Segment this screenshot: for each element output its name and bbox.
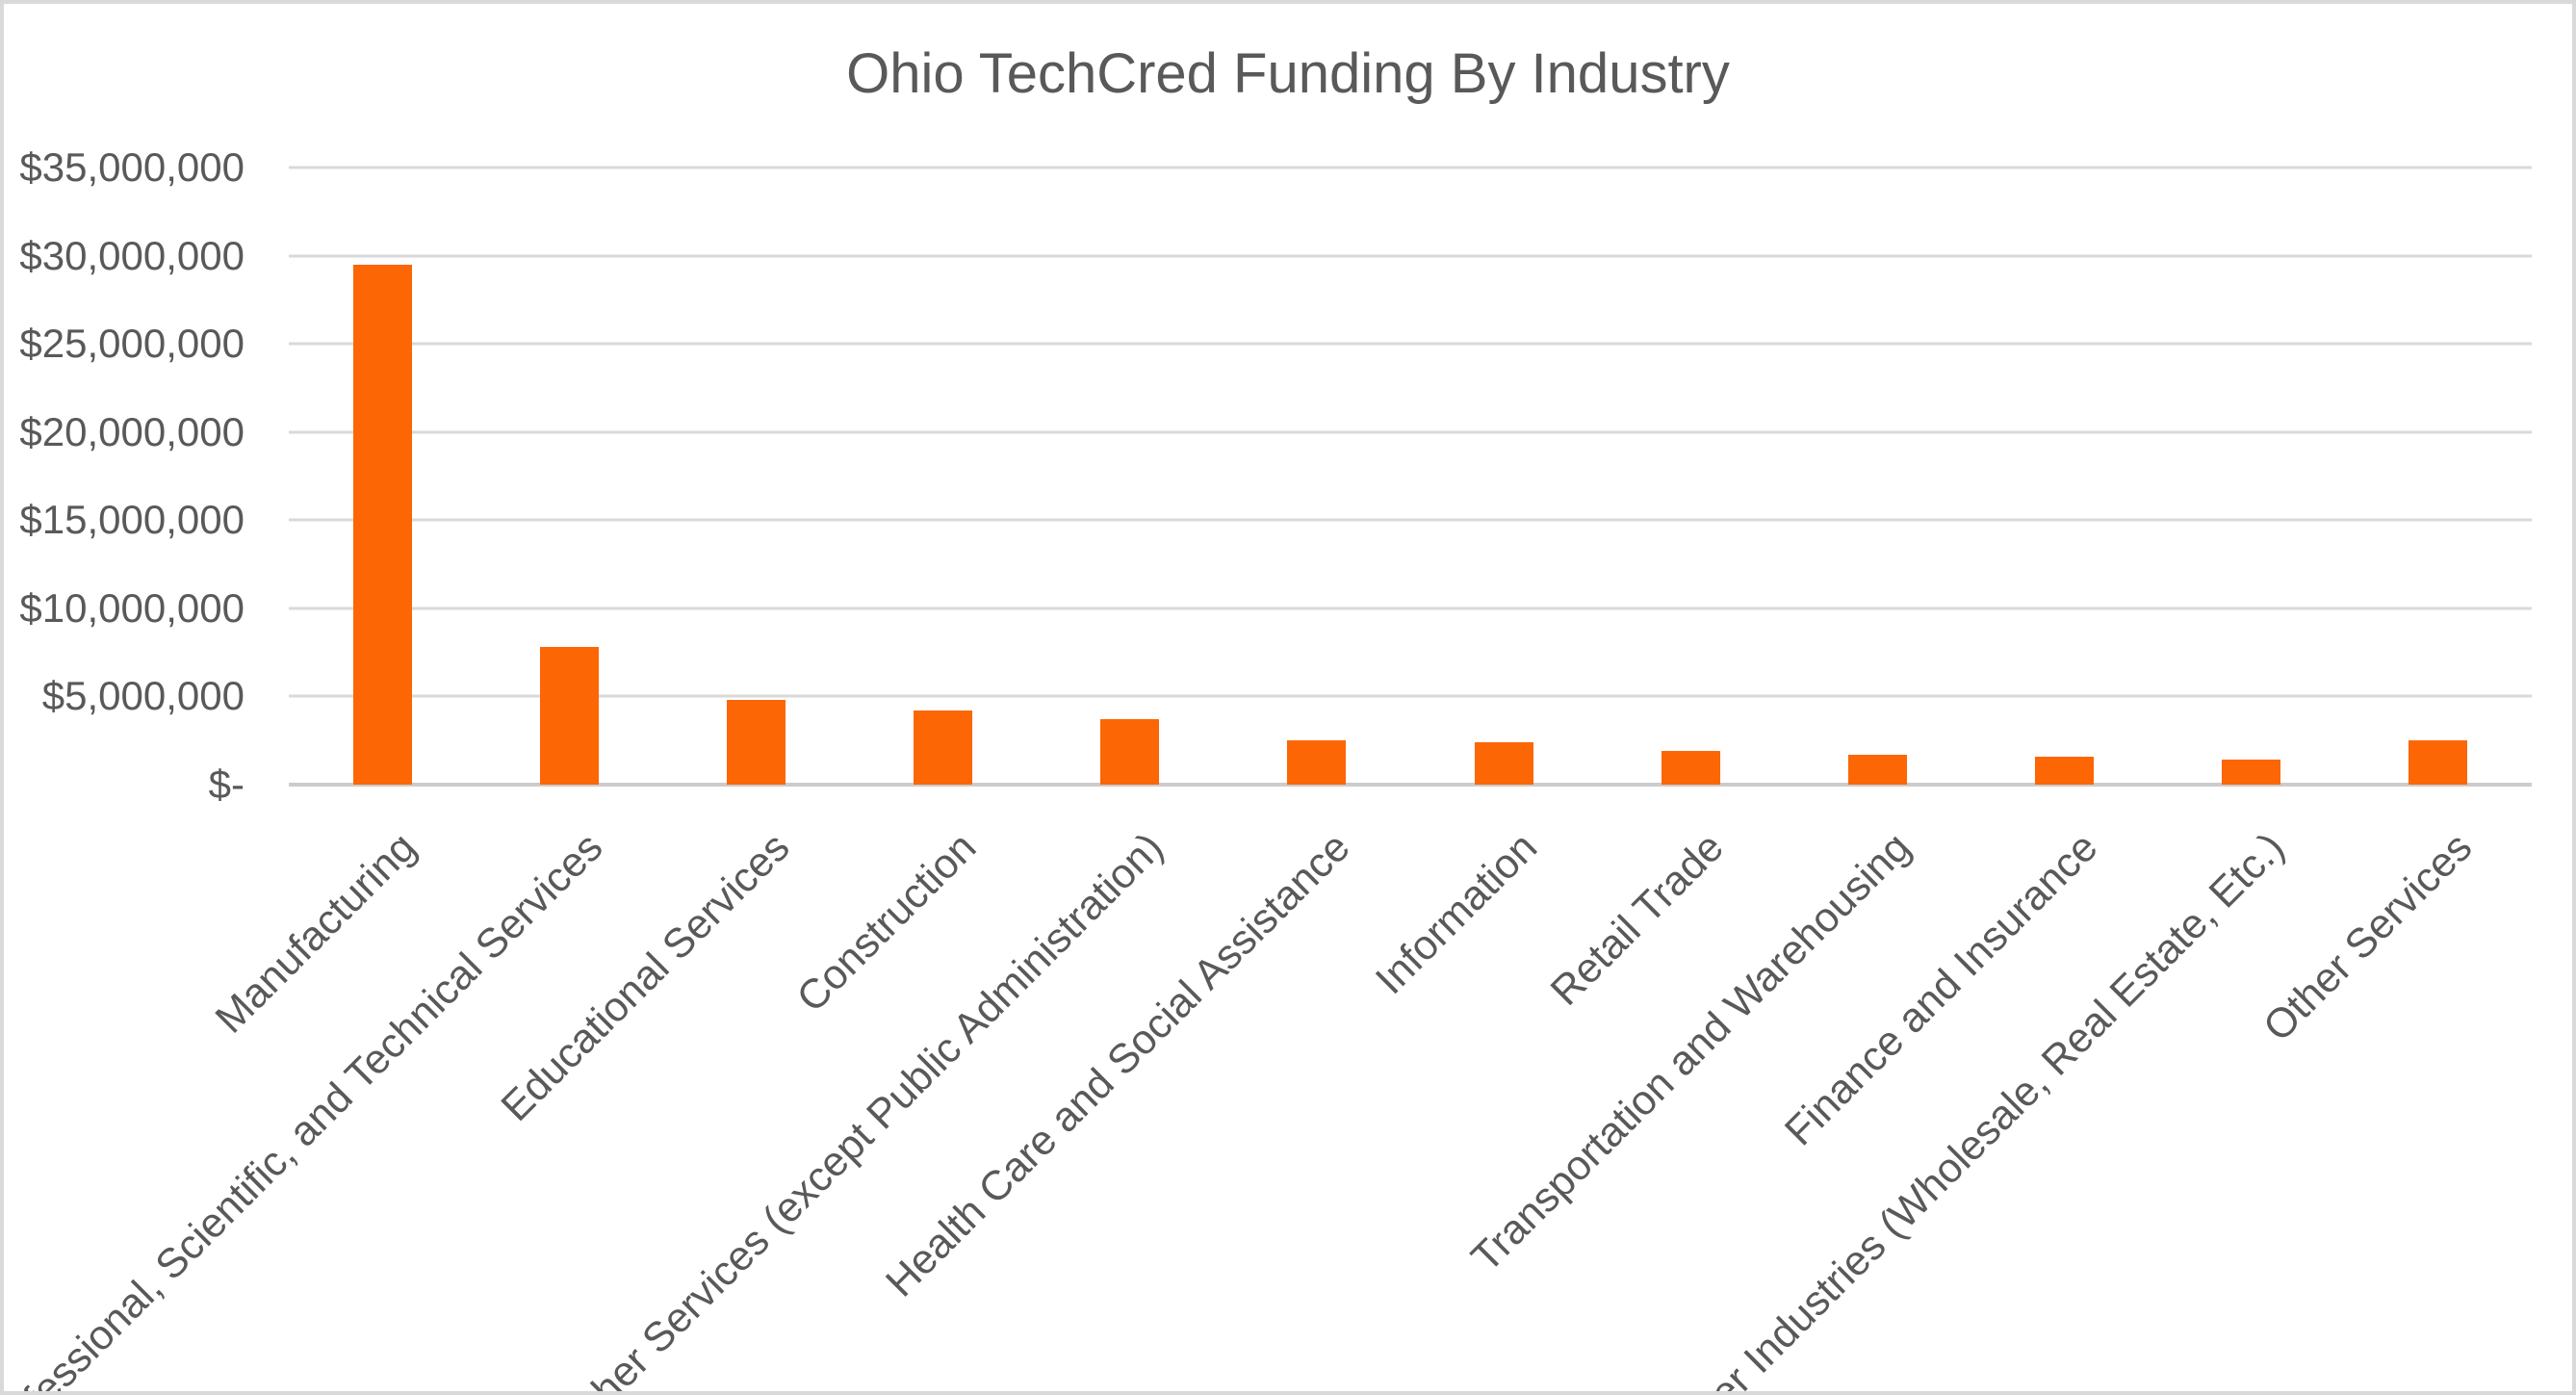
gridline — [289, 342, 2532, 346]
gridline — [289, 254, 2532, 258]
y-axis-tick-label: $10,000,000 — [19, 584, 245, 631]
bar-manufacturing — [352, 264, 412, 785]
bar-construction — [914, 710, 973, 785]
x-axis-line — [289, 783, 2532, 787]
bar-finance-and-insurance — [2035, 756, 2095, 785]
bar-health-care-and-social-assistance — [1287, 740, 1347, 785]
bar-other-services — [2409, 740, 2468, 785]
gridline — [289, 607, 2532, 610]
y-axis-tick-label: $5,000,000 — [41, 673, 245, 719]
y-axis-tick-label: $30,000,000 — [19, 232, 245, 278]
y-axis-tick-label: $35,000,000 — [19, 144, 245, 190]
gridline — [289, 430, 2532, 434]
bar-educational-services — [726, 700, 786, 785]
y-axis-tick-label: $15,000,000 — [19, 497, 245, 543]
bar-retail-trade — [1661, 751, 1720, 785]
bar-professional-scientific-and-technical-services — [539, 647, 599, 785]
bar-transportation-and-warehousing — [1847, 754, 1907, 785]
x-axis-category-label: Finance and Insurance — [1776, 824, 2107, 1155]
x-axis-category-label: Information — [1366, 824, 1547, 1004]
y-axis-tick-label: $25,000,000 — [19, 321, 245, 367]
gridline — [289, 694, 2532, 698]
x-axis-category-label: Retail Trade — [1542, 824, 1734, 1015]
bar-information — [1474, 742, 1533, 785]
y-axis-tick-label: $20,000,000 — [19, 408, 245, 454]
x-axis-category-label: Construction — [787, 824, 986, 1021]
bar-other-industries-wholesale-real-estate-etc — [2222, 760, 2281, 785]
y-axis-tick-label: $- — [208, 762, 245, 807]
bar-other-services-except-public-administration — [1100, 719, 1160, 785]
gridline — [289, 518, 2532, 522]
chart-title: Ohio TechCred Funding By Industry — [846, 42, 1730, 105]
x-axis-category-label: Other Industries (Wholesale, Real Estate… — [1654, 824, 2294, 1395]
gridline — [289, 166, 2532, 169]
